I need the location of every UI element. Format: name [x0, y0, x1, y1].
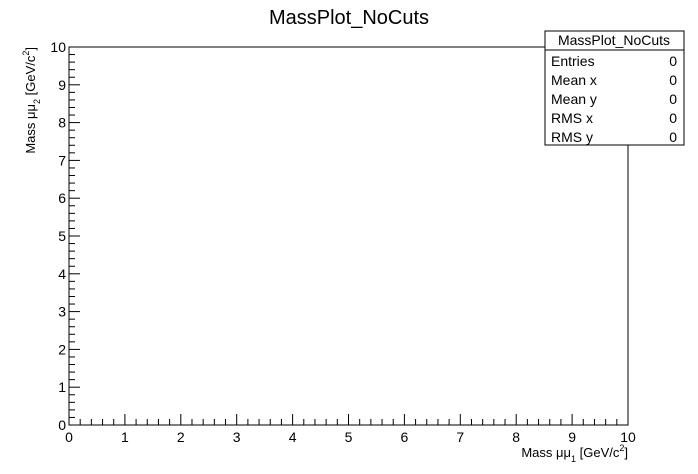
y-tick-label: 3	[58, 304, 66, 320]
y-tick-label: 7	[58, 152, 66, 168]
y-axis-label-unit: [GeV/c	[23, 55, 38, 99]
x-axis-label: Mass μμ1 [GeV/c2]	[521, 443, 628, 464]
y-axis-label: Mass μμ2 [GeV/c2]	[21, 47, 42, 154]
stats-row-value: 0	[669, 110, 677, 126]
x-tick-label: 2	[177, 429, 185, 445]
x-axis-label-sub: 1	[571, 454, 576, 464]
y-axis-tick-labels: 0 1 2 3 4 5 6 7 8 9 10	[50, 39, 66, 433]
y-tick-label: 10	[50, 39, 66, 55]
chart-title: MassPlot_NoCuts	[269, 7, 429, 29]
stats-box: MassPlot_NoCuts Entries 0 Mean x 0 Mean y 0 RM…	[544, 30, 685, 146]
y-axis-ticks	[69, 46, 80, 426]
stats-row-value: 0	[669, 53, 677, 69]
x-tick-label: 9	[568, 429, 576, 445]
stats-row-value: 0	[669, 129, 677, 145]
stats-row-value: 0	[669, 72, 677, 88]
x-tick-label: 10	[620, 429, 636, 445]
x-axis-label-unit-close: ]	[624, 445, 628, 460]
x-tick-label: 3	[233, 429, 241, 445]
y-axis-label-sub: 2	[32, 99, 42, 104]
x-tick-label: 8	[512, 429, 520, 445]
y-tick-label: 0	[58, 417, 66, 433]
x-tick-label: 7	[456, 429, 464, 445]
x-tick-label: 1	[121, 429, 129, 445]
x-tick-label: 4	[289, 429, 297, 445]
y-tick-label: 5	[58, 228, 66, 244]
y-tick-label: 9	[58, 77, 66, 93]
stats-row-label: RMS x	[551, 110, 593, 126]
x-axis-label-unit: [GeV/c	[576, 445, 620, 460]
x-axis-tick-labels: 0 1 2 3 4 5 6 7 8 9 10	[65, 429, 636, 445]
plot-frame	[68, 46, 629, 426]
stats-row-label: RMS y	[551, 129, 593, 145]
y-tick-label: 6	[58, 190, 66, 206]
stats-box-rows: Entries 0 Mean x 0 Mean y 0 RMS x 0 RMS y 0	[551, 53, 677, 145]
x-axis-ticks	[68, 414, 629, 425]
x-tick-label: 0	[65, 429, 73, 445]
y-axis-label-unit-close: ]	[23, 47, 38, 51]
stats-row-label: Entries	[551, 53, 595, 69]
x-tick-label: 5	[345, 429, 353, 445]
y-axis-label-sup: 2	[21, 51, 31, 56]
stats-box-title: MassPlot_NoCuts	[558, 32, 670, 48]
y-tick-label: 2	[58, 341, 66, 357]
y-axis-label-base: Mass μμ	[23, 104, 38, 154]
y-tick-label: 8	[58, 115, 66, 131]
stats-row-label: Mean x	[551, 72, 597, 88]
y-tick-label: 1	[58, 379, 66, 395]
stats-row-value: 0	[669, 91, 677, 107]
x-axis-label-sup: 2	[619, 443, 624, 453]
x-axis-label-base: Mass μμ	[521, 445, 571, 460]
stats-box-frame	[544, 30, 685, 146]
x-tick-label: 6	[401, 429, 409, 445]
stats-row-label: Mean y	[551, 91, 597, 107]
y-tick-label: 4	[58, 266, 66, 282]
